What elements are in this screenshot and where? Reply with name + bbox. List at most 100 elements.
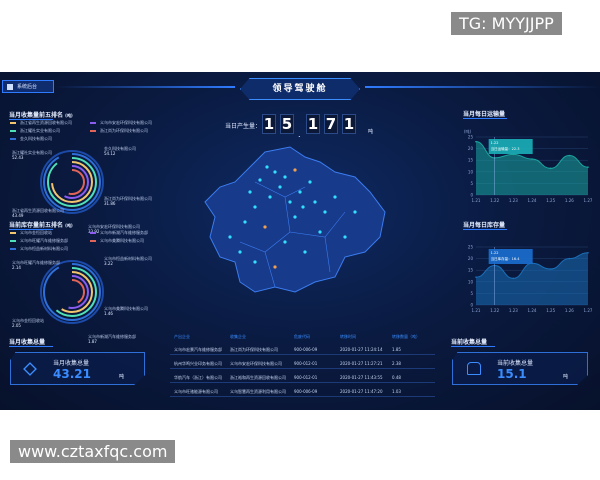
map-point bbox=[273, 265, 277, 269]
donut-arc bbox=[59, 279, 85, 305]
daily-inventory-chart: 0 5 10 15 20 25 1.21 1.22 1.23 1.24 1.25 1.26 1.27 1.… bbox=[468, 245, 592, 314]
map-point bbox=[238, 250, 242, 254]
table-row[interactable]: 义乌市旺驰能源有限公司 义乌智慧再生资源利用有限公司 900-006-09 2020-… bbox=[170, 385, 435, 397]
x-tick-label: 1.22 bbox=[490, 198, 499, 203]
data-point bbox=[549, 167, 552, 170]
table-header-cell: 危废代码 bbox=[294, 334, 310, 339]
map-point bbox=[248, 190, 252, 194]
map-district-borders bbox=[239, 181, 346, 288]
data-point bbox=[512, 153, 515, 156]
donut-outer-ring bbox=[40, 260, 104, 324]
map-point bbox=[308, 180, 312, 184]
right-total-section-title: 当前收集总量 bbox=[451, 339, 496, 347]
total-unit: 吨 bbox=[119, 374, 125, 380]
watermark-top: TG: MYYJJPP bbox=[451, 12, 562, 35]
data-point bbox=[568, 257, 571, 260]
table-header-cell: 转移时间 bbox=[340, 334, 356, 339]
tooltip-x: 1.22 bbox=[491, 251, 499, 255]
x-tick-label: 1.23 bbox=[509, 308, 518, 313]
table-cell: 义乌市安宏环保科技有限公司 bbox=[230, 361, 282, 366]
map-point bbox=[243, 220, 247, 224]
counter-digit: 1 bbox=[306, 114, 320, 134]
y-tick-label: 20 bbox=[468, 146, 474, 151]
map-point bbox=[303, 250, 307, 254]
chart1-title: 当月每日运输量 bbox=[463, 111, 508, 119]
total-value: 15.1 bbox=[497, 367, 527, 381]
y-tick-label: 15 bbox=[468, 268, 474, 273]
data-point bbox=[587, 166, 589, 168]
counter-digit: 7 bbox=[324, 114, 338, 134]
counter-digit: 1 bbox=[342, 114, 356, 134]
map-point bbox=[278, 185, 282, 189]
table-header: 产出企业 收集企业 危废代码 转移时间 转移数量（吨） bbox=[170, 330, 435, 342]
y-axis-label: (吨) bbox=[464, 128, 472, 134]
legend-swatch bbox=[10, 232, 16, 234]
map-point bbox=[298, 190, 302, 194]
map-point bbox=[293, 168, 297, 172]
table-cell: 义乌市旺驰能源有限公司 bbox=[174, 389, 218, 394]
data-point bbox=[531, 158, 533, 160]
table-cell: 900-012-01 bbox=[294, 361, 318, 366]
table-row[interactable]: 义乌市宏景汽车维修服务部 浙江尚为环保科技有限公司 900-006-09 2020-0… bbox=[170, 343, 435, 355]
legend-label: 浙江尚为环保科技有限公司 bbox=[100, 128, 148, 133]
map-point bbox=[323, 210, 327, 214]
donut-label-name: 义乌市金恒回收站 bbox=[12, 318, 44, 323]
rank2-donut-chart: 义乌市金恒回收站 义乌市旺耀汽车维修服务部 义乌市恒益新材料有限公司 义乌市新湖汽车维… bbox=[0, 230, 200, 344]
map-point bbox=[263, 225, 267, 229]
donut-label-name: 义乌市新湖汽车维修服务部 bbox=[88, 334, 136, 339]
map-region-outline bbox=[204, 146, 386, 293]
donut-label-value: 1.87 bbox=[88, 339, 97, 344]
map-point bbox=[283, 240, 287, 244]
rank1-title: 当月收集量前五排名 (吨) bbox=[9, 112, 73, 120]
x-tick-label: 1.27 bbox=[584, 308, 592, 313]
back-label: 系统后台 bbox=[17, 84, 38, 90]
data-point bbox=[475, 140, 477, 143]
total-label: 当月收集总量 bbox=[53, 360, 90, 367]
total-unit: 吨 bbox=[563, 374, 569, 380]
tooltip-x: 1.22 bbox=[491, 141, 499, 145]
table-row[interactable]: 华航汽车（浙江）有限公司 浙江裕和再生资源回收有限公司 900-012-01 2020… bbox=[170, 371, 435, 383]
legend-label: 义乌市美腾科技有限公司 bbox=[100, 238, 144, 243]
map-point bbox=[318, 230, 322, 234]
x-tick-label: 1.26 bbox=[565, 198, 574, 203]
legend-label: 义乌市安宏环保科技有限公司 bbox=[100, 120, 152, 125]
back-button[interactable]: 系统后台 bbox=[2, 80, 54, 93]
table-cell: 杭州华鸣兴业印务有限公司 bbox=[174, 361, 222, 366]
counter-digit: 5 bbox=[280, 114, 294, 134]
legend-swatch bbox=[10, 240, 16, 242]
area-fill bbox=[476, 141, 588, 195]
chart2-title: 当月每日库存量 bbox=[463, 222, 508, 230]
donut-label-value: 2.05 bbox=[12, 323, 21, 328]
map-point bbox=[288, 200, 292, 204]
tooltip-label: 当日运输量：22.3 bbox=[491, 146, 520, 151]
donut-label-value: 2.14 bbox=[12, 265, 21, 270]
donut-label-name: 金久科技有限公司 bbox=[104, 146, 136, 151]
table-cell: 900-006-09 bbox=[294, 389, 318, 394]
y-tick-label: 10 bbox=[468, 169, 474, 174]
x-tick-label: 1.21 bbox=[472, 198, 481, 203]
header-line-left bbox=[55, 86, 235, 88]
donut-arc bbox=[43, 263, 101, 321]
map-point bbox=[268, 195, 272, 199]
map-point bbox=[333, 195, 337, 199]
y-tick-label: 10 bbox=[468, 279, 474, 284]
donut-label-name: 义乌市安宏环保科技有限公司 bbox=[88, 224, 140, 229]
total-value: 43.21 bbox=[53, 367, 91, 381]
total-label: 当前收集总量 bbox=[497, 360, 534, 367]
legend-label: 浙江耀社实业有限公司 bbox=[20, 128, 60, 133]
layers-icon bbox=[23, 362, 37, 376]
page-title: 领导驾驶舱 bbox=[240, 78, 360, 100]
rank1-donut-chart: 浙江省再生资源回收有限公司 浙江耀社实业有限公司 金久科技有限公司 义乌市安宏环保科技… bbox=[0, 120, 200, 234]
donut-label-value: 43.49 bbox=[12, 213, 24, 218]
map-point bbox=[273, 170, 277, 174]
donut-label-value: 1.46 bbox=[104, 311, 113, 316]
table-row[interactable]: 杭州华鸣兴业印务有限公司 义乌市安宏环保科技有限公司 900-012-01 2020-… bbox=[170, 357, 435, 369]
donut-label-name: 义乌市美腾科技有限公司 bbox=[104, 306, 148, 311]
x-tick-label: 1.27 bbox=[584, 198, 592, 203]
table-cell: 1.85 bbox=[392, 347, 401, 352]
legend-label: 浙江省再生资源回收有限公司 bbox=[20, 120, 72, 125]
legend-label: 金久科技有限公司 bbox=[20, 136, 52, 141]
donut-label-name: 浙江省再生资源回收有限公司 bbox=[12, 208, 64, 213]
donut-label-name: 浙江耀社实业有限公司 bbox=[12, 150, 52, 155]
